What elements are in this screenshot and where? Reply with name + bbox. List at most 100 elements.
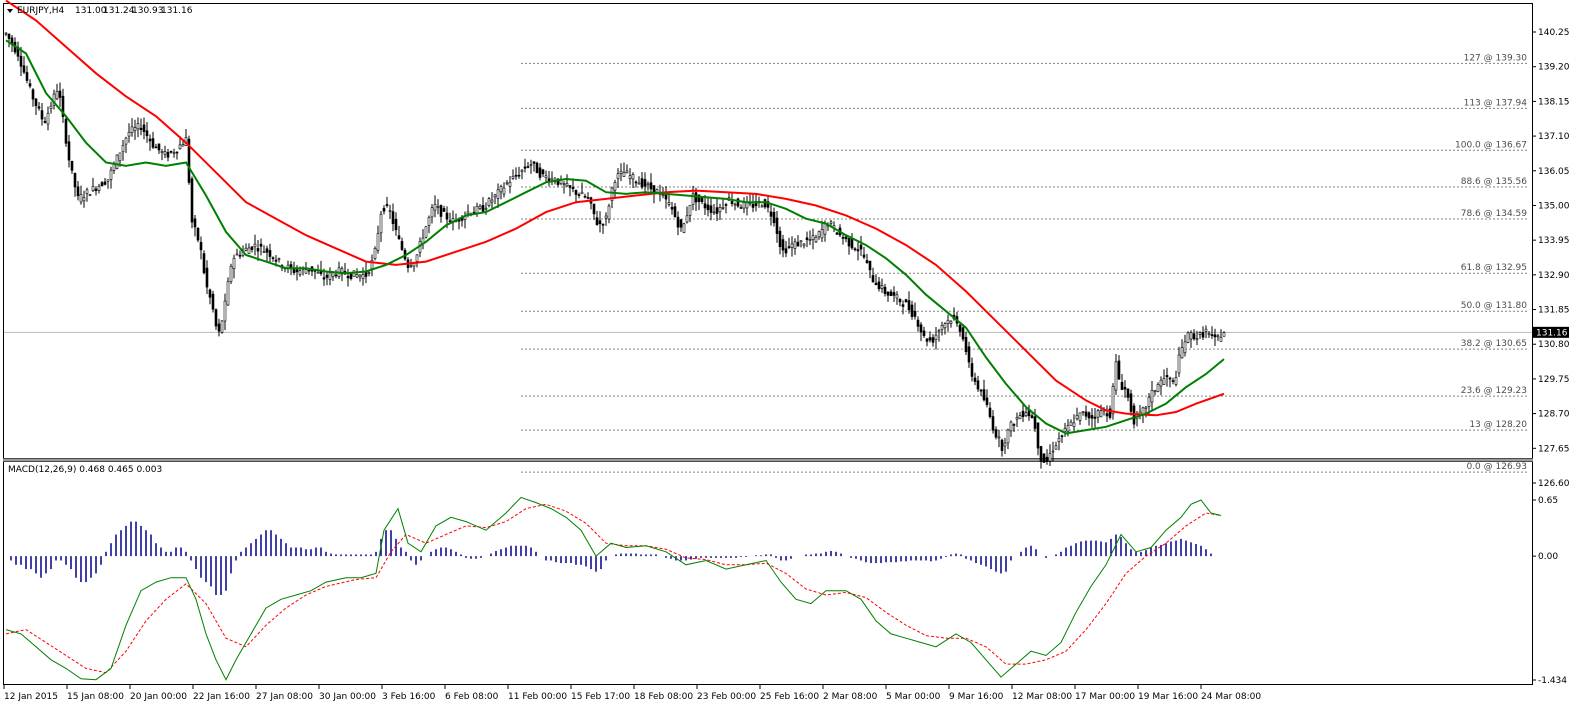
time-tick-label: 19 Mar 16:00 <box>1138 692 1198 702</box>
candle-body <box>805 237 809 241</box>
candle-body <box>592 203 596 215</box>
candle-body <box>898 298 902 303</box>
candle-body <box>562 183 566 186</box>
candle-body <box>814 236 818 243</box>
candle-body <box>607 205 611 220</box>
candle-body <box>793 241 797 249</box>
candle-body <box>1216 335 1220 338</box>
candle-body <box>616 173 620 179</box>
candle-body <box>133 127 137 132</box>
candle-body <box>433 204 437 211</box>
candle-body <box>979 389 983 392</box>
time-tick-label: 3 Feb 16:00 <box>382 692 436 702</box>
candle-body <box>295 269 299 273</box>
price-tick-label: 128.70 <box>1538 410 1570 420</box>
candle-body <box>499 186 503 193</box>
main-panel-frame <box>3 3 1533 459</box>
candle-body <box>169 151 173 153</box>
candle-body <box>1018 415 1022 420</box>
candle-body <box>982 389 986 401</box>
fibonacci-levels[interactable]: 127 @ 139.30 113 @ 137.94 100.0 @ 136.67 88… <box>521 53 1528 473</box>
candle-body <box>886 291 890 296</box>
candle-body <box>436 206 440 208</box>
candle-body <box>1204 328 1208 332</box>
candle-body <box>685 215 689 223</box>
candle-body <box>970 363 974 377</box>
candle-body <box>772 212 776 224</box>
candle-body <box>940 325 944 330</box>
candle-body <box>1009 421 1013 432</box>
candle-body <box>52 93 56 106</box>
price-tick-label: 136.05 <box>1538 167 1570 177</box>
candle-body <box>211 293 215 310</box>
candle-body <box>1153 390 1157 393</box>
candle-body <box>646 183 650 186</box>
candle-body <box>1030 415 1034 419</box>
candle-body <box>847 238 851 247</box>
candle-body <box>655 189 659 193</box>
candle-body <box>1021 410 1025 417</box>
ohlc-close: 131.16 <box>161 6 193 16</box>
candle-body <box>823 223 827 235</box>
candle-body <box>1213 334 1217 338</box>
candle-body <box>292 269 296 273</box>
candle-body <box>715 207 719 214</box>
fib-level-label: 88.6 @ 135.56 <box>1461 177 1528 187</box>
candle-body <box>901 304 905 307</box>
candle-body <box>427 217 431 226</box>
candle-body <box>1183 341 1187 354</box>
candle-body <box>595 217 599 225</box>
candle-body <box>55 90 59 100</box>
candle-body <box>196 227 200 241</box>
candle-body <box>538 167 542 178</box>
time-tick-label: 24 Mar 08:00 <box>1201 692 1261 702</box>
macd-main-line <box>5 496 1222 681</box>
price-tick-label: 140.25 <box>1538 28 1570 38</box>
candle-body <box>937 330 941 333</box>
candle-body <box>679 219 683 228</box>
candle-body <box>865 260 869 264</box>
candle-body <box>1186 332 1190 343</box>
macd-tick-label: -1.434 <box>1538 676 1567 686</box>
chevron-down-icon[interactable] <box>7 9 13 13</box>
candle-body <box>1144 406 1148 409</box>
candle-body <box>1195 338 1199 341</box>
candle-body <box>316 271 320 274</box>
candle-body <box>511 175 515 179</box>
candle-body <box>1054 445 1058 450</box>
candle-body <box>742 202 746 209</box>
time-tick-label: 20 Jan 00:00 <box>130 692 187 702</box>
candle-body <box>889 291 893 297</box>
candle-body <box>1081 411 1085 413</box>
time-axis: 12 Jan 2015 15 Jan 08:00 20 Jan 00:00 22 Ja… <box>3 685 1261 702</box>
candle-body <box>157 143 161 151</box>
candle-body <box>478 205 482 209</box>
candle-body <box>397 235 401 240</box>
candle-body <box>1180 347 1184 359</box>
time-tick-label: 30 Jan 00:00 <box>319 692 376 702</box>
candle-body <box>784 248 788 254</box>
price-tick-label: 139.20 <box>1538 63 1570 73</box>
candle-body <box>1171 380 1175 382</box>
time-tick-label: 11 Feb 00:00 <box>508 692 567 702</box>
candle-body <box>145 130 149 137</box>
candle-body <box>1150 389 1154 403</box>
candle-body <box>7 33 11 39</box>
candle-body <box>922 330 926 337</box>
price-tick-label: 135.00 <box>1538 201 1570 211</box>
candle-body <box>1000 439 1004 451</box>
macd-label: MACD(12,26,9) 0.468 0.465 0.003 <box>8 465 162 475</box>
candle-body <box>172 152 176 154</box>
candle-body <box>487 198 491 206</box>
candle-body <box>445 212 449 220</box>
candle-body <box>187 138 191 183</box>
candle-body <box>178 144 182 149</box>
candle-body <box>409 265 413 268</box>
candle-body <box>700 197 704 203</box>
candle-body <box>721 207 725 209</box>
candle-body <box>628 175 632 179</box>
candle-body <box>976 380 980 390</box>
candle-body <box>202 253 206 274</box>
candle-body <box>778 230 782 248</box>
